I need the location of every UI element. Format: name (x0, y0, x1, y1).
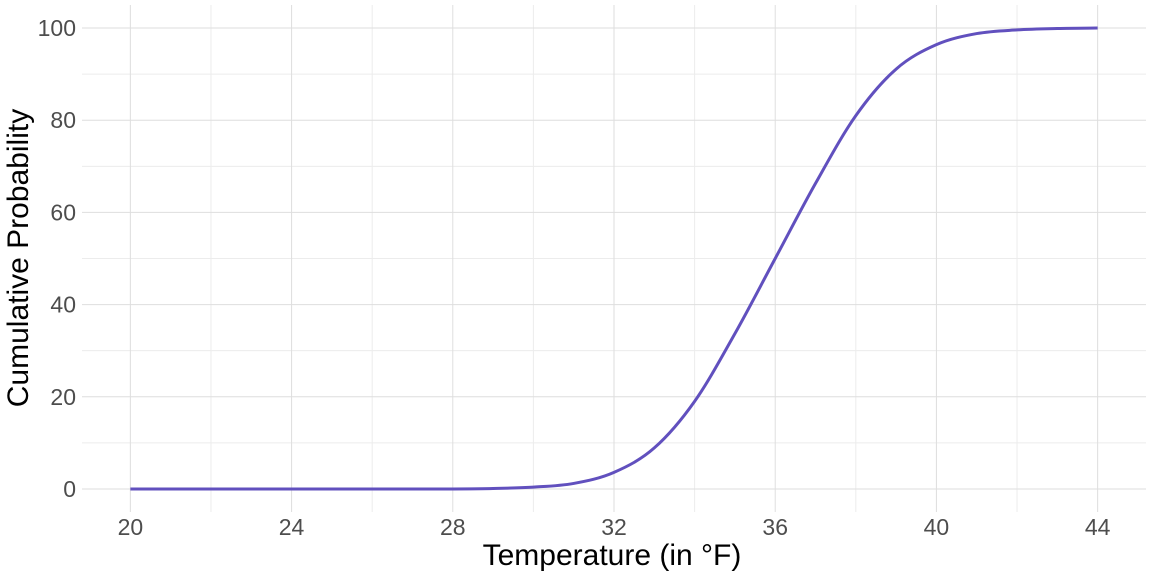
series-layer (130, 26, 1098, 491)
x-tick-labels: 20 24 28 32 36 40 44 (118, 514, 1111, 540)
y-tick-label: 80 (50, 107, 76, 133)
grid-layer (82, 5, 1146, 512)
y-tick-label: 20 (50, 384, 76, 410)
x-tick-label: 44 (1085, 514, 1111, 540)
y-tick-label: 60 (50, 199, 76, 225)
x-tick-label: 24 (279, 514, 305, 540)
cdf-series-line (130, 26, 1098, 491)
x-tick-label: 32 (601, 514, 627, 540)
x-tick-label: 28 (440, 514, 466, 540)
y-tick-label: 100 (38, 15, 76, 41)
y-tick-label: 40 (50, 292, 76, 318)
y-tick-label: 0 (63, 476, 76, 502)
x-tick-label: 40 (924, 514, 950, 540)
x-tick-label: 20 (118, 514, 144, 540)
x-axis-title: Temperature (in °F) (483, 539, 742, 572)
y-tick-labels: 0 20 40 60 80 100 (38, 15, 76, 502)
x-tick-label: 36 (762, 514, 788, 540)
y-axis-title: Cumulative Probability (2, 109, 35, 407)
